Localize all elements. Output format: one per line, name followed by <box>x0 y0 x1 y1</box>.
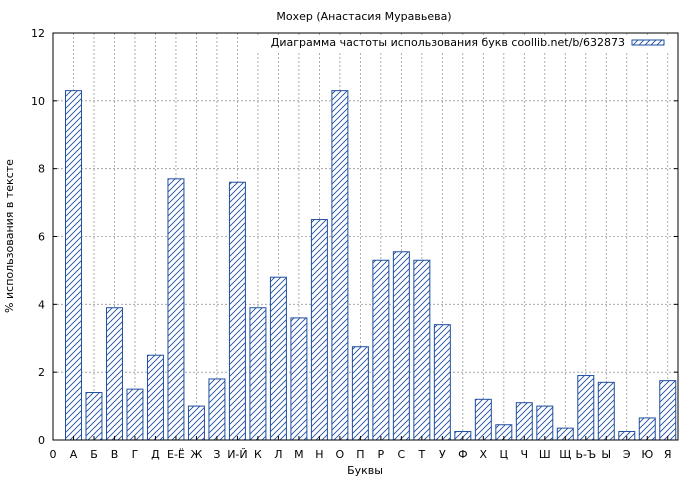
x-tick-label: Д <box>151 448 160 461</box>
x-tick-label: Я <box>664 448 672 461</box>
y-tick-label: 2 <box>38 366 45 379</box>
x-tick-label: Ь-Ъ <box>575 448 596 461</box>
x-tick-label: Е-Ё <box>167 448 185 461</box>
x-tick-label: К <box>254 448 262 461</box>
x-tick-label: А <box>70 448 78 461</box>
x-tick-label: В <box>111 448 119 461</box>
x-tick-label: Т <box>417 448 425 461</box>
x-tick-label: Р <box>378 448 385 461</box>
legend-box <box>240 35 672 51</box>
bar <box>474 398 492 441</box>
x-tick-label: Ж <box>191 448 203 461</box>
bar <box>249 307 267 441</box>
x-tick-label: И-Й <box>227 448 247 461</box>
y-tick-label: 12 <box>31 27 45 40</box>
bar <box>65 90 82 441</box>
x-tick-label: Н <box>315 448 323 461</box>
x-tick-label: Ю <box>641 448 653 461</box>
bar <box>269 276 287 441</box>
x-tick-label: Э <box>623 448 631 461</box>
bar <box>597 381 615 441</box>
x-tick-label: Л <box>274 448 282 461</box>
y-tick-label: 8 <box>38 163 45 176</box>
x-tick-label: Ф <box>458 448 467 461</box>
x-tick-label: Г <box>132 448 139 461</box>
bar <box>167 178 185 441</box>
bar <box>433 324 451 441</box>
bar <box>331 90 349 441</box>
x-tick-label: З <box>213 448 220 461</box>
x-tick-label: Ш <box>539 448 551 461</box>
x-tick-label: Щ <box>559 448 571 461</box>
x-tick-label: Ч <box>521 448 529 461</box>
y-axis-ticks: 0 2 4 6 8 10 12 <box>31 27 678 447</box>
legend-swatch <box>631 39 665 46</box>
bar <box>351 346 369 441</box>
x-tick-label: Б <box>90 448 98 461</box>
y-tick-label: 0 <box>38 434 45 447</box>
x-axis-ticks: 0 А Б В Г Д Е-Ё Ж З И-Й К Л М Н О П Р С Т У Ф Х Ц Ч Ш Щ Ь-Ъ Ы Э Ю Я <box>50 436 672 461</box>
bar <box>105 307 123 441</box>
y-tick-label: 4 <box>38 298 45 311</box>
bar <box>85 392 103 441</box>
x-tick-label: Ц <box>500 448 509 461</box>
y-tick-label: 6 <box>38 231 45 244</box>
y-tick-label: 10 <box>31 95 45 108</box>
x-axis-label: Буквы <box>347 464 383 477</box>
bar <box>126 388 144 441</box>
bar <box>392 251 410 441</box>
bar <box>413 259 431 441</box>
legend-label: Диаграмма частоты использования букв coo… <box>271 36 625 49</box>
x-tick-label: М <box>294 448 304 461</box>
bars <box>65 90 677 441</box>
bar <box>146 354 164 441</box>
x-tick-label: У <box>439 448 446 461</box>
bar <box>515 402 533 441</box>
x-tick-label: С <box>398 448 406 461</box>
grid-lines <box>53 33 678 440</box>
x-tick-label: П <box>356 448 364 461</box>
x-tick-label: Х <box>480 448 488 461</box>
bar <box>228 181 246 441</box>
bar <box>536 405 554 441</box>
bar <box>290 317 308 441</box>
x-tick-label: Ы <box>601 448 611 461</box>
bar <box>372 259 390 441</box>
legend: Диаграмма частоты использования букв coo… <box>240 35 672 51</box>
bar <box>208 378 226 441</box>
bar <box>187 405 205 441</box>
bar <box>310 219 328 441</box>
bar <box>659 380 677 441</box>
x-tick-label: 0 <box>50 448 57 461</box>
x-tick-label: О <box>336 448 345 461</box>
bar <box>577 375 595 441</box>
y-axis-label: % использования в тексте <box>3 159 16 313</box>
chart-title: Мохер (Анастасия Муравьева) <box>276 10 451 23</box>
